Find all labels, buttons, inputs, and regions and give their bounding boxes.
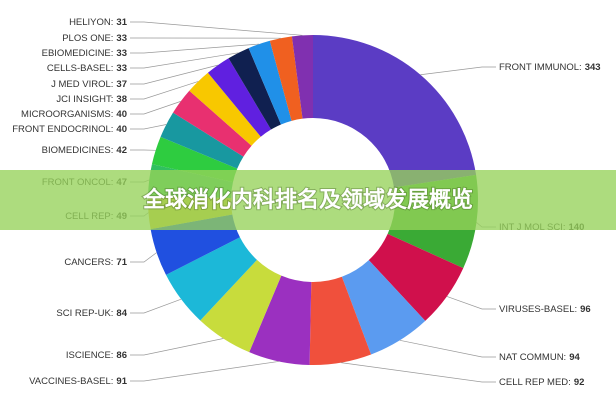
label-name: CANCERS: <box>64 257 113 268</box>
leader-line <box>130 252 157 263</box>
label-name: NAT COMMUN: <box>499 352 566 363</box>
label-value: 84 <box>116 308 127 319</box>
banner-title: 全球消化内科排名及领域发展概览 <box>142 187 473 213</box>
label-name: ISCIENCE: <box>66 350 114 361</box>
data-label: EBIOMEDICINE: 33 <box>42 48 127 59</box>
data-label: FRONT ENDOCRINOL: 40 <box>12 124 127 135</box>
label-value: 91 <box>116 376 127 387</box>
data-label: PLOS ONE: 33 <box>62 33 127 44</box>
label-value: 92 <box>574 377 585 388</box>
slice <box>368 233 464 321</box>
label-value: 71 <box>116 257 127 268</box>
label-value: 33 <box>116 48 127 59</box>
label-name: CELL REP MED: <box>499 377 571 388</box>
leader-line <box>130 101 181 115</box>
label-value: 37 <box>116 79 127 90</box>
leader-line <box>130 64 219 85</box>
leader-line <box>399 339 496 358</box>
label-value: 94 <box>569 352 580 363</box>
slice <box>160 112 244 169</box>
label-value: 96 <box>580 304 591 315</box>
label-value: 33 <box>116 33 127 44</box>
label-value: 31 <box>116 17 127 28</box>
label-name: JCI INSIGHT: <box>56 94 113 105</box>
label-name: CELLS-BASEL: <box>47 63 114 74</box>
slice <box>173 90 252 157</box>
data-label: CANCERS: 71 <box>64 257 127 268</box>
label-name: EBIOMEDICINE: <box>42 48 114 59</box>
leader-line <box>340 362 496 383</box>
slice <box>248 40 292 125</box>
leader-line <box>130 21 303 36</box>
label-name: FRONT IMMUNOL: <box>499 62 582 73</box>
data-label: FRONT IMMUNOL: 343 <box>499 62 601 73</box>
data-label: JCI INSIGHT: 38 <box>56 94 127 105</box>
label-value: 38 <box>116 94 127 105</box>
slice <box>165 237 257 321</box>
data-label: ISCIENCE: 86 <box>66 350 127 361</box>
slice <box>269 36 303 121</box>
data-label: VACCINES-BASEL: 91 <box>29 376 128 387</box>
leader-line <box>130 361 279 382</box>
data-label: NAT COMMUN: 94 <box>499 352 580 363</box>
banner <box>0 170 616 230</box>
data-label: J MED VIROL: 37 <box>51 79 127 90</box>
data-label: CELL REP MED: 92 <box>499 377 584 388</box>
data-label: BIOMEDICINES: 42 <box>42 145 127 156</box>
data-label: HELIYON: 31 <box>69 17 128 28</box>
slice <box>313 35 477 188</box>
label-name: FRONT ENDOCRINOL: <box>12 124 113 135</box>
label-value: 86 <box>116 350 127 361</box>
slice <box>189 72 261 146</box>
slice <box>249 275 312 365</box>
leader-line <box>130 338 224 356</box>
label-name: HELIYON: <box>69 17 113 28</box>
label-name: SCI REP-UK: <box>56 308 113 319</box>
data-label: MICROORGANISMS: 40 <box>21 109 127 120</box>
label-name: BIOMEDICINES: <box>42 145 114 156</box>
data-label: CELLS-BASEL: 33 <box>47 63 127 74</box>
leader-line <box>130 81 199 100</box>
slice <box>341 260 426 355</box>
slice <box>200 259 282 353</box>
leader-line <box>130 298 182 314</box>
label-name: MICROORGANISMS: <box>21 109 113 120</box>
data-label: VIRUSES-BASEL: 96 <box>499 304 591 315</box>
label-name: VACCINES-BASEL: <box>29 376 113 387</box>
leader-line <box>130 43 260 54</box>
leader-line <box>130 52 239 69</box>
label-value: 40 <box>116 124 127 135</box>
label-value: 343 <box>585 62 601 73</box>
data-label: SCI REP-UK: 84 <box>56 308 127 319</box>
label-value: 40 <box>116 109 127 120</box>
leader-line <box>130 124 167 130</box>
label-value: 33 <box>116 63 127 74</box>
label-name: VIRUSES-BASEL: <box>499 304 577 315</box>
label-name: PLOS ONE: <box>62 33 113 44</box>
slice <box>291 35 313 119</box>
slice <box>309 276 372 365</box>
slice <box>228 48 281 130</box>
slice <box>207 58 272 137</box>
leader-line <box>420 66 496 76</box>
leader-line <box>446 296 496 310</box>
label-name: J MED VIROL: <box>51 79 113 90</box>
label-value: 42 <box>116 145 127 156</box>
